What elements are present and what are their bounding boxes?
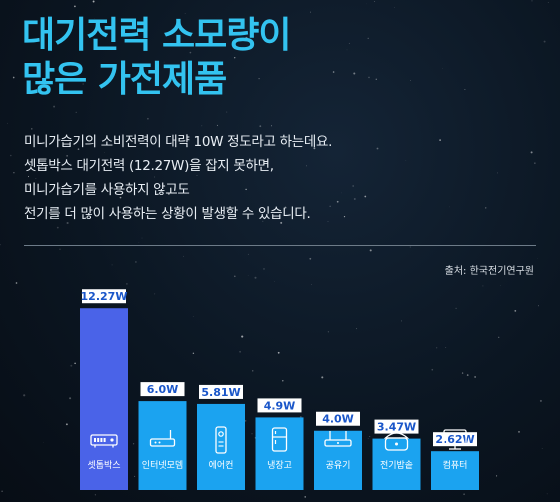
value-label-box-6 bbox=[374, 419, 419, 434]
bar-1 bbox=[80, 308, 128, 490]
rice-cooker-icon bbox=[383, 432, 410, 451]
category-label-6: 전기밥솥 bbox=[380, 460, 413, 471]
category-label-4: 냉장고 bbox=[267, 460, 292, 471]
value-label-7: 2.62W bbox=[435, 433, 474, 446]
value-label-6: 3.47W bbox=[377, 421, 416, 434]
settop-box-icon bbox=[90, 434, 118, 448]
value-label-box-4 bbox=[257, 398, 302, 413]
value-label-2: 6.0W bbox=[147, 383, 179, 396]
description: 미니가습기의 소비전력이 대략 10W 정도라고 하는데요. 셋톱박스 대기전력… bbox=[24, 130, 332, 226]
value-label-4: 4.9W bbox=[264, 399, 296, 412]
category-label-7: 컴퓨터 bbox=[443, 459, 468, 471]
source-note: 출처: 한국전기연구원 bbox=[444, 266, 534, 277]
value-label-box-5 bbox=[316, 411, 360, 426]
page-title: 대기전력 소모량이 많은 가전제품 bbox=[22, 14, 291, 102]
bar-3 bbox=[197, 403, 245, 490]
value-label-1: 12.27W bbox=[81, 290, 128, 303]
value-label-3: 5.81W bbox=[201, 386, 240, 399]
router-icon bbox=[324, 431, 352, 447]
refrigerator-icon bbox=[271, 427, 288, 452]
value-label-box-3 bbox=[199, 384, 243, 399]
description-line-2: 셋톱박스 대기전력 (12.27W)을 잡지 못하면, bbox=[24, 158, 274, 174]
description-line-4: 전기를 더 많이 사용하는 상황이 발생할 수 있습니다. bbox=[24, 206, 311, 222]
value-label-box-1 bbox=[82, 289, 126, 304]
category-label-1: 셋톱박스 bbox=[87, 460, 120, 471]
bar-6 bbox=[372, 438, 421, 490]
title-line-2: 많은 가전제품 bbox=[22, 59, 227, 100]
value-label-5: 4.0W bbox=[322, 413, 354, 426]
description-line-3: 미니가습기를 사용하지 않고도 bbox=[24, 182, 190, 198]
bar-7 bbox=[431, 451, 479, 490]
value-label-box-2 bbox=[140, 382, 185, 397]
category-label-3: 에어컨 bbox=[209, 460, 234, 471]
modem-icon bbox=[149, 430, 176, 447]
air-conditioner-icon bbox=[215, 426, 227, 454]
bar-4 bbox=[255, 417, 304, 490]
description-line-1: 미니가습기의 소비전력이 대략 10W 정도라고 하는데요. bbox=[24, 134, 333, 150]
divider bbox=[24, 245, 536, 246]
category-label-5: 공유기 bbox=[326, 460, 351, 471]
computer-icon bbox=[443, 429, 467, 450]
category-label-2: 인터넷모뎀 bbox=[142, 459, 183, 471]
title-line-1: 대기전력 소모량이 bbox=[22, 15, 291, 56]
